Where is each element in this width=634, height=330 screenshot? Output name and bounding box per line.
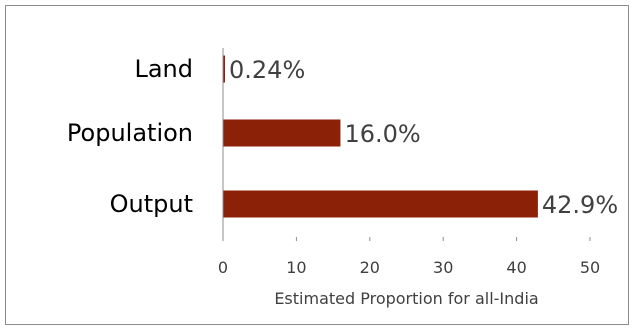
x-tick-label-10: 10 [286, 258, 306, 277]
category-label-output: Output [110, 190, 193, 218]
x-tick-label-50: 50 [580, 258, 600, 277]
x-axis-title: Estimated Proportion for all-India [274, 289, 538, 308]
category-labels: Land Population Output [67, 55, 193, 218]
x-tick-label-40: 40 [506, 258, 526, 277]
data-label-population: 16.0% [344, 120, 420, 148]
bars-group [223, 55, 538, 218]
x-tick-label-0: 0 [218, 258, 228, 277]
data-labels: 0.24% 16.0% 42.9% [229, 56, 618, 219]
bar-population [223, 119, 341, 147]
chart-frame [5, 5, 629, 325]
bar-land [223, 55, 225, 83]
x-tick-label-20: 20 [360, 258, 380, 277]
data-label-land: 0.24% [229, 56, 305, 84]
x-tick-label-30: 30 [433, 258, 453, 277]
data-label-output: 42.9% [542, 191, 618, 219]
category-label-population: Population [67, 119, 193, 147]
bar-output [223, 190, 538, 218]
x-axis-ticks: 0 10 20 30 40 50 [218, 237, 600, 277]
category-label-land: Land [134, 55, 193, 83]
